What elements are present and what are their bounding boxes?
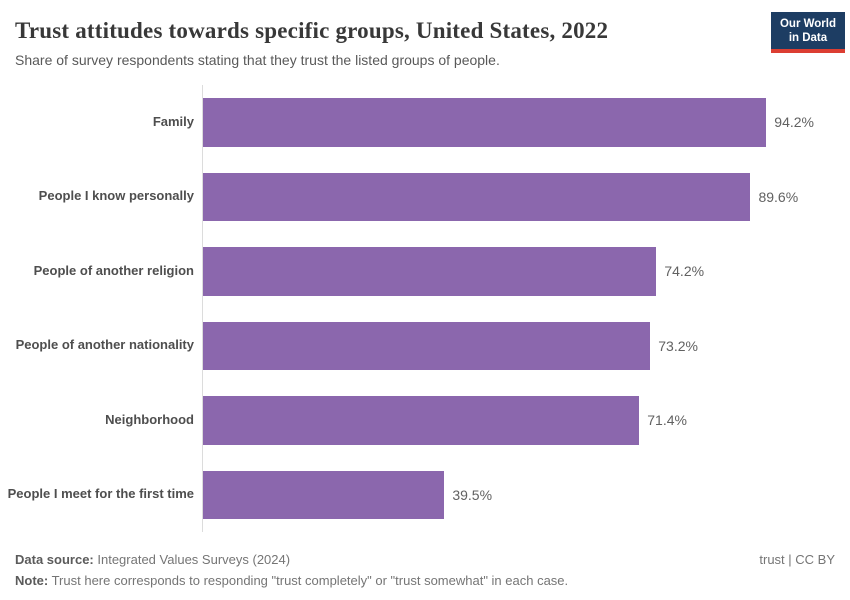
- category-label: People I meet for the first time: [7, 486, 194, 502]
- category-label: Family: [152, 113, 194, 129]
- bar[interactable]: [203, 172, 751, 221]
- chart-rows: Family 94.2% People I know personally 89.6%…: [0, 85, 850, 532]
- bar-area: 73.2%: [202, 308, 814, 383]
- bar-area: 89.6%: [202, 159, 814, 234]
- bar-area: 94.2%: [202, 85, 814, 160]
- note-label: Note:: [15, 573, 49, 588]
- bar[interactable]: [203, 98, 767, 147]
- bar-row: People I meet for the first time 39.5%: [0, 457, 850, 532]
- category-label: People of another nationality: [15, 337, 194, 353]
- bar-row: Family 94.2%: [0, 85, 850, 160]
- owid-logo-line2: in Data: [788, 32, 828, 45]
- data-source-label: Data source:: [15, 552, 94, 567]
- bar[interactable]: [203, 396, 640, 445]
- data-source-value: Integrated Values Surveys (2024): [93, 552, 291, 567]
- value-label: 39.5%: [452, 486, 493, 503]
- bar-row: People of another religion 74.2%: [0, 234, 850, 309]
- owid-logo-line1: Our World: [779, 18, 836, 30]
- bar[interactable]: [203, 321, 651, 370]
- bar-area: 39.5%: [202, 457, 814, 532]
- chart-header: Trust attitudes towards specific groups,…: [0, 0, 850, 68]
- bar[interactable]: [203, 470, 445, 519]
- bar-area: 71.4%: [202, 383, 814, 458]
- chart-footer: Data source: Integrated Values Surveys (…: [15, 552, 835, 588]
- data-source-text: Data source: Integrated Values Surveys (…: [15, 552, 290, 567]
- bar-chart: Family 94.2% People I know personally 89.6%…: [0, 85, 850, 532]
- category-label: People I know personally: [38, 188, 194, 204]
- page-title: Trust attitudes towards specific groups,…: [15, 18, 609, 43]
- value-label: 89.6%: [758, 188, 799, 205]
- note-value: Trust here corresponds to responding "tr…: [48, 573, 569, 588]
- value-label: 94.2%: [774, 114, 814, 131]
- bar-area: 74.2%: [202, 234, 814, 309]
- page-subtitle: Share of survey respondents stating that…: [15, 52, 500, 68]
- footer-line-source: Data source: Integrated Values Surveys (…: [15, 552, 835, 567]
- value-label: 71.4%: [647, 412, 687, 429]
- bar-row: People of another nationality 73.2%: [0, 308, 850, 383]
- bar[interactable]: [203, 247, 657, 296]
- footer-line-note: Note: Trust here corresponds to respondi…: [15, 573, 835, 588]
- license-link[interactable]: trust | CC BY: [759, 552, 835, 567]
- bar-row: Neighborhood 71.4%: [0, 383, 850, 458]
- bar-row: People I know personally 89.6%: [0, 159, 850, 234]
- value-label: 74.2%: [664, 263, 705, 280]
- owid-logo[interactable]: Our World in Data: [770, 12, 845, 53]
- category-label: People of another religion: [33, 262, 194, 278]
- value-label: 73.2%: [658, 337, 698, 354]
- category-label: Neighborhood: [105, 411, 194, 427]
